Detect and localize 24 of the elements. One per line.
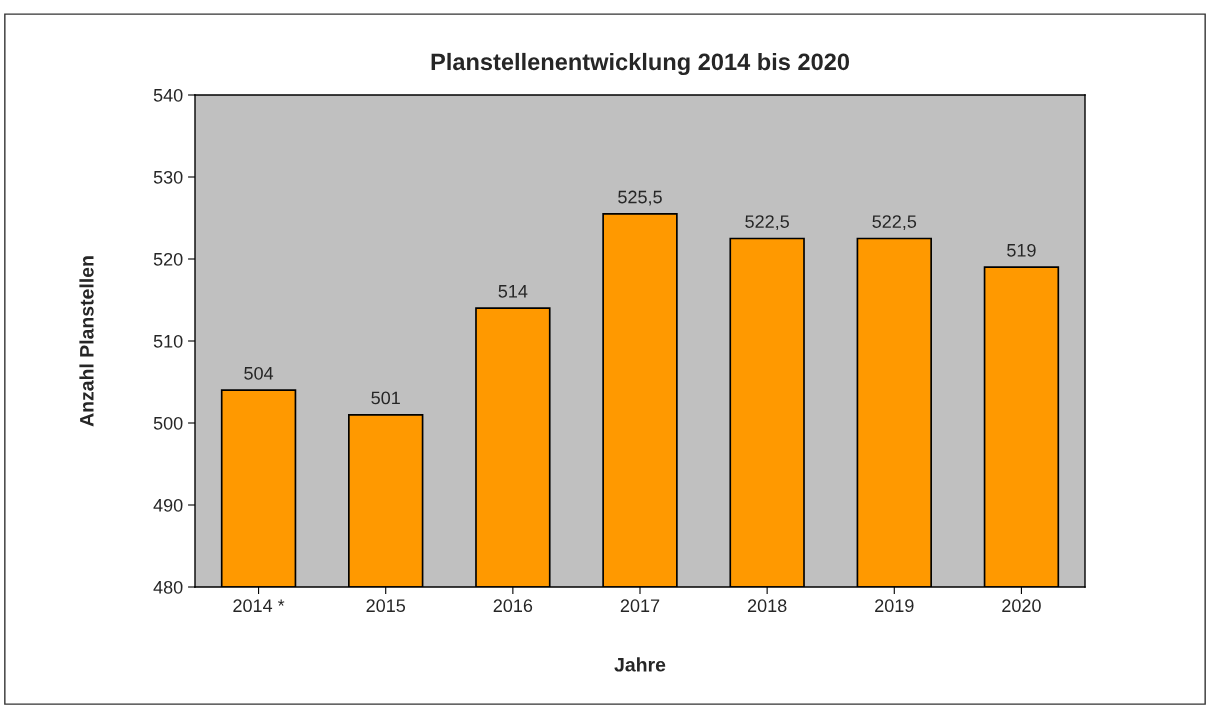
x-tick-label: 2016: [493, 599, 533, 613]
x-axis-title: Jahre: [614, 657, 666, 672]
data-label: 514: [498, 285, 528, 298]
y-tick-label: 520: [153, 252, 183, 266]
x-tick-label: 2018: [747, 599, 787, 613]
y-tick-label: 540: [153, 88, 183, 102]
y-tick-label: 490: [153, 498, 183, 512]
chart-title: Planstellenentwicklung 2014 bis 2020: [431, 52, 850, 75]
x-tick-label: 2014 *: [233, 599, 285, 613]
x-tick-label: 2020: [1002, 599, 1041, 613]
data-label: 504: [244, 366, 274, 380]
y-tick-label: 500: [153, 416, 183, 430]
y-tick-label: 510: [153, 334, 183, 348]
data-label: 501: [371, 391, 400, 405]
x-tick-label: 2015: [366, 599, 406, 613]
y-tick-label: 530: [153, 170, 183, 184]
y-tick-label: 480: [153, 580, 183, 594]
data-label: 519: [1007, 243, 1036, 257]
x-tick-label: 2019: [875, 599, 914, 613]
x-tick-label: 2017: [620, 599, 660, 613]
data-label: 522,5: [745, 215, 789, 231]
data-label: 522,5: [872, 215, 917, 231]
y-axis-title: Anzahl Planstellen: [79, 256, 94, 427]
data-label: 525,5: [618, 190, 662, 206]
